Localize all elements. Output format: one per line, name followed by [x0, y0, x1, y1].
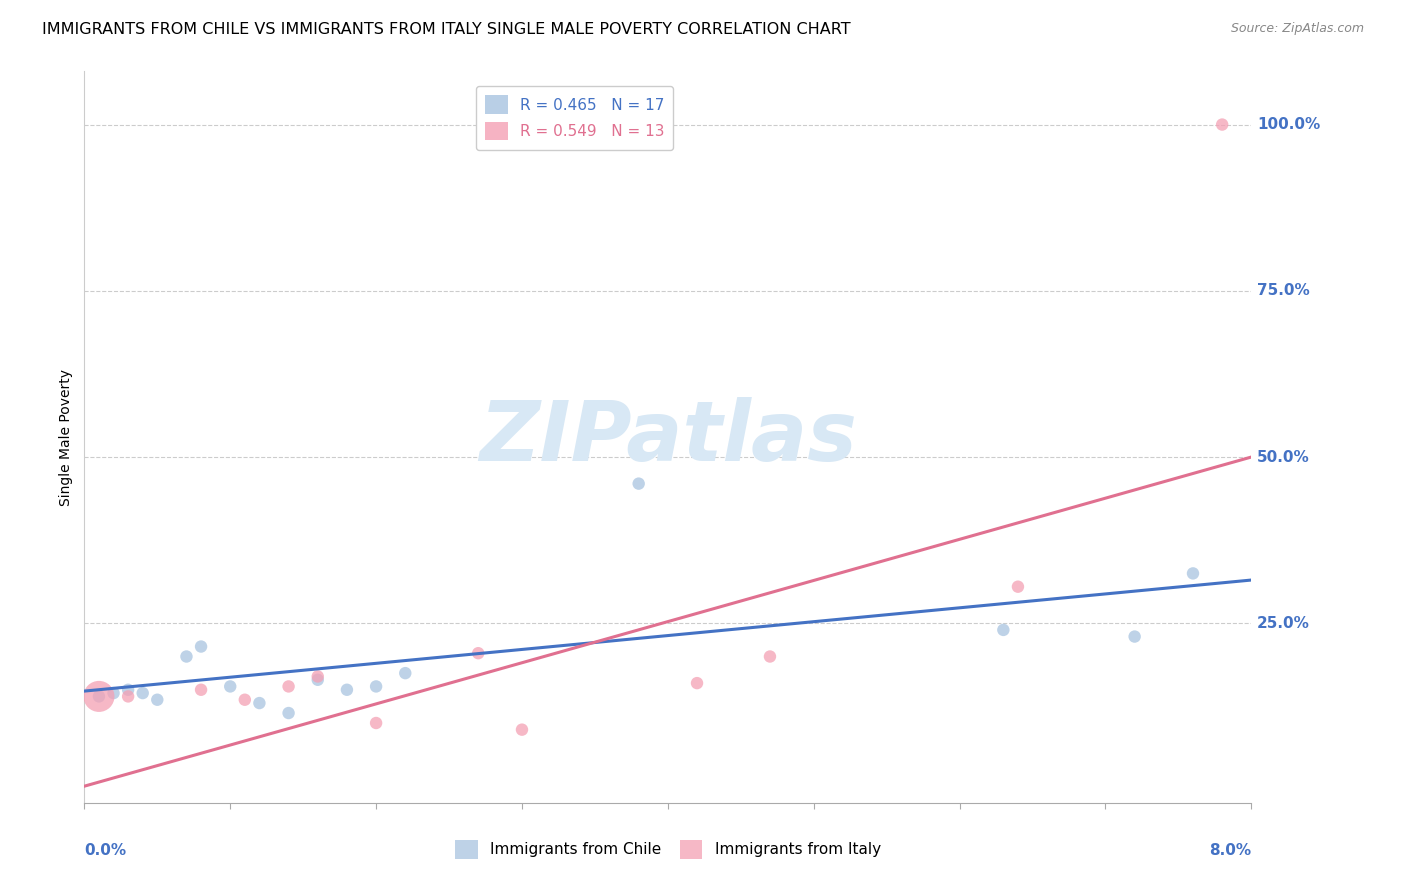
- Point: [233, 692, 256, 706]
- Point: [87, 690, 110, 704]
- Text: IMMIGRANTS FROM CHILE VS IMMIGRANTS FROM ITALY SINGLE MALE POVERTY CORRELATION C: IMMIGRANTS FROM CHILE VS IMMIGRANTS FROM…: [42, 22, 851, 37]
- Text: 100.0%: 100.0%: [1257, 117, 1320, 132]
- Text: 8.0%: 8.0%: [1209, 843, 1251, 858]
- Point: [146, 692, 169, 706]
- Point: [366, 716, 388, 731]
- Point: [176, 649, 198, 664]
- Point: [394, 666, 416, 681]
- Point: [132, 686, 155, 700]
- Point: [247, 696, 270, 710]
- Point: [277, 706, 299, 720]
- Legend: Immigrants from Chile, Immigrants from Italy: Immigrants from Chile, Immigrants from I…: [449, 834, 887, 864]
- Point: [627, 476, 650, 491]
- Point: [1211, 118, 1233, 132]
- Text: 50.0%: 50.0%: [1257, 450, 1310, 465]
- Point: [1123, 630, 1146, 644]
- Point: [510, 723, 533, 737]
- Text: Source: ZipAtlas.com: Source: ZipAtlas.com: [1230, 22, 1364, 36]
- Point: [117, 682, 139, 697]
- Text: 0.0%: 0.0%: [84, 843, 127, 858]
- Point: [277, 680, 299, 694]
- Point: [307, 673, 329, 687]
- Point: [993, 623, 1015, 637]
- Point: [117, 690, 139, 704]
- Point: [1007, 580, 1029, 594]
- Point: [190, 682, 212, 697]
- Point: [336, 682, 359, 697]
- Text: ZIPatlas: ZIPatlas: [479, 397, 856, 477]
- Point: [307, 669, 329, 683]
- Point: [366, 680, 388, 694]
- Point: [190, 640, 212, 654]
- Point: [1181, 566, 1204, 581]
- Point: [467, 646, 489, 660]
- Point: [686, 676, 709, 690]
- Text: 25.0%: 25.0%: [1257, 615, 1310, 631]
- Text: 75.0%: 75.0%: [1257, 284, 1310, 298]
- Y-axis label: Single Male Poverty: Single Male Poverty: [59, 368, 73, 506]
- Point: [103, 686, 125, 700]
- Point: [219, 680, 242, 694]
- Point: [759, 649, 782, 664]
- Point: [87, 690, 110, 704]
